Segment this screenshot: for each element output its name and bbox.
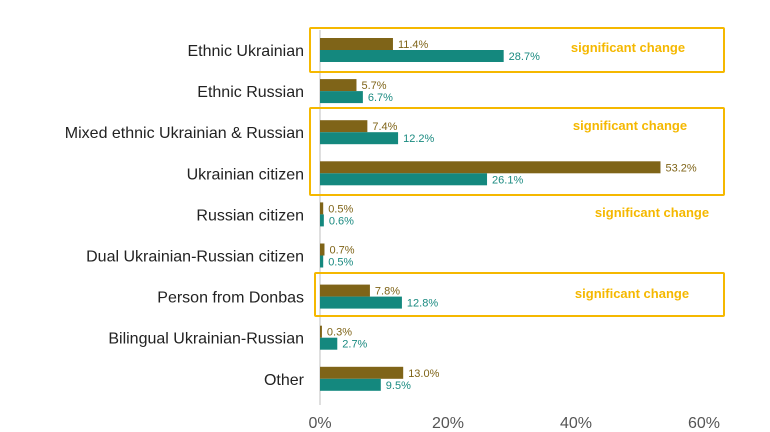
data-label: 0.5% [328,203,353,215]
bar-series-2 [320,173,488,186]
category-label: Ethnic Russian [197,84,304,101]
highlight-box [309,27,725,73]
bar-series-2 [320,132,399,145]
bar-series-2 [320,255,324,268]
x-tick-label: 0% [308,415,331,432]
bar-series-1 [320,243,325,256]
bar-series-2 [320,378,381,391]
significant-change-annotation: significant change [573,118,687,133]
data-label: 6.7% [368,92,393,104]
bar-series-2 [320,50,504,62]
data-label: 12.2% [403,133,434,145]
category-label: Ethnic Ukrainian [188,43,305,60]
significant-change-annotation: significant change [571,40,685,55]
data-label: 5.7% [361,80,386,92]
bar-series-1 [320,79,357,92]
data-label: 0.6% [329,215,354,227]
data-label: 53.2% [665,162,696,174]
bar-series-2 [320,214,324,227]
bar-series-1 [320,38,393,50]
highlight-box [314,272,725,317]
category-label: Mixed ethnic Ukrainian & Russian [65,125,304,142]
data-label: 7.4% [372,121,397,133]
category-label: Dual Ukrainian-Russian citizen [86,249,304,266]
data-label: 7.8% [375,286,400,298]
bar-series-2 [320,337,338,350]
category-label: Russian citizen [196,207,304,224]
category-label: Bilingual Ukrainian-Russian [108,331,304,348]
x-tick-label: 40% [560,415,592,432]
bar-series-1 [320,202,324,215]
data-label: 28.7% [509,51,540,63]
data-label: 11.4% [398,39,429,51]
bar-series-1 [320,284,370,297]
data-label: 0.3% [327,327,352,339]
bar-series-1 [320,366,404,379]
category-label: Ukrainian citizen [187,166,304,183]
significant-change-annotation: significant change [595,205,709,220]
significant-change-annotation: significant change [575,286,689,301]
data-label: 26.1% [492,174,523,186]
bar-series-1 [320,120,368,133]
category-label: Person from Donbas [157,290,304,307]
bar-series-2 [320,296,402,309]
x-tick-label: 60% [688,415,720,432]
bar-series-2 [320,91,363,104]
bar-series-1 [320,325,322,338]
data-label: 13.0% [408,368,439,380]
x-tick-label: 20% [432,415,464,432]
category-label: Other [264,372,305,389]
data-label: 0.7% [329,245,354,257]
data-label: 12.8% [407,298,438,310]
bar-series-1 [320,161,661,174]
data-label: 9.5% [386,380,411,392]
highlight-box [309,107,725,196]
data-label: 2.7% [342,339,367,351]
data-label: 0.5% [328,257,353,269]
